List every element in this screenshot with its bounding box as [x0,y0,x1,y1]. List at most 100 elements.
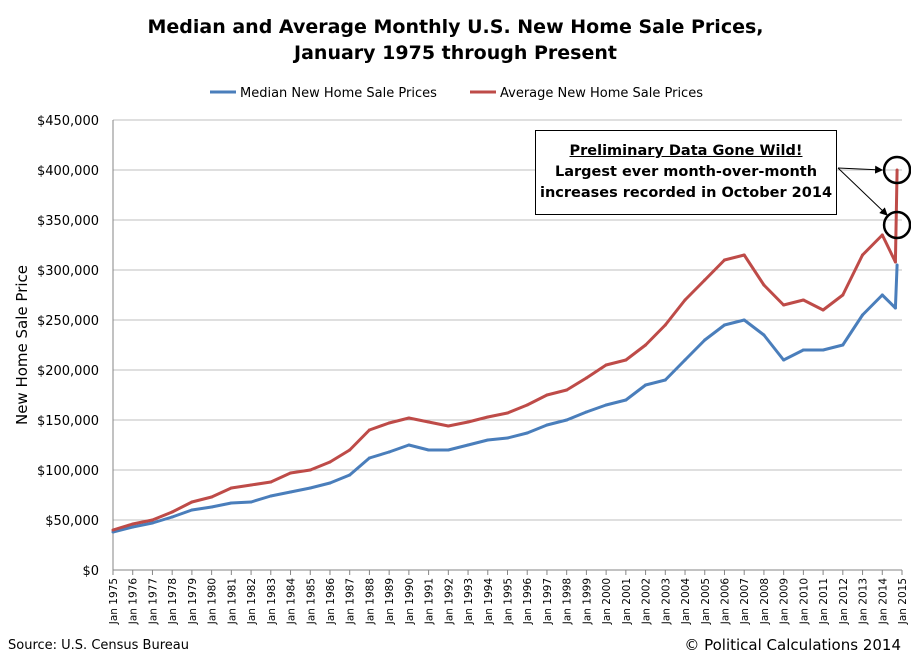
data-point [466,443,470,447]
x-tick-label: Jan 1990 [404,578,416,625]
data-point [801,298,805,302]
data-point [624,398,628,402]
data-point [367,456,371,460]
y-tick-label: $150,000 [37,414,99,429]
data-point [565,418,569,422]
data-point [880,233,884,237]
x-tick-label: Jan 1977 [147,578,159,625]
data-point [893,306,897,310]
y-tick-label: $50,000 [45,514,99,529]
data-point [821,308,825,312]
data-point [249,500,253,504]
y-tick-label: $0 [82,564,99,579]
source-note: Source: U.S. Census Bureau [8,638,189,653]
data-point [722,258,726,262]
highlight-circle-average [882,155,911,185]
data-point [584,376,588,380]
x-tick-label: Jan 2001 [621,578,633,625]
data-point [880,293,884,297]
annotation-arrow [837,167,888,216]
data-point [150,518,154,522]
x-tick-label: Jan 2004 [680,578,692,626]
x-tick-label: Jan 1991 [424,578,436,625]
data-point [624,358,628,362]
data-point [387,421,391,425]
highlight-circle-median [882,210,911,240]
data-point [328,481,332,485]
data-point [841,343,845,347]
annotation-box: Preliminary Data Gone Wild! Largest ever… [535,130,837,215]
x-tick-label: Jan 2011 [818,578,830,625]
x-tick-label: Jan 1982 [246,578,258,625]
data-point [427,420,431,424]
copyright-note: © Political Calculations 2014 [684,636,901,654]
x-tick-label: Jan 2009 [779,578,791,625]
x-tick-label: Jan 2002 [641,578,653,625]
x-tick-label: Jan 1986 [325,578,337,626]
data-point [663,323,667,327]
data-point [308,486,312,490]
data-point [762,283,766,287]
data-point [742,318,746,322]
data-point [506,436,509,440]
x-tick-label: Jan 1984 [286,578,298,626]
data-point [466,420,470,424]
data-point [249,483,253,487]
y-tick-label: $300,000 [37,264,99,279]
data-point [801,348,805,352]
data-point [446,424,450,428]
data-point [703,338,707,342]
x-tick-label: Jan 1976 [128,578,140,626]
data-point [150,521,154,525]
data-point [604,363,608,367]
data-point [683,358,687,362]
data-point [644,343,648,347]
data-point [861,253,865,257]
data-point [229,486,233,490]
data-point [506,411,509,415]
data-point [841,293,845,297]
data-point [190,500,194,504]
x-tick-label: Jan 2015 [897,578,909,625]
data-point [782,358,786,362]
data-point [545,393,549,397]
data-point [210,505,214,509]
data-point [348,448,352,452]
data-point [895,263,899,267]
x-tick-label: Jan 1992 [443,578,455,625]
x-tick-label: Jan 2008 [759,578,771,625]
x-tick-label: Jan 1988 [364,578,376,625]
series-line-average [112,169,899,532]
data-point [486,415,490,419]
annotation-line2: increases recorded in October 2014 [539,185,833,201]
data-point [893,260,897,264]
x-tick-label: Jan 1998 [562,578,574,625]
data-point [722,323,726,327]
x-tick-label: Jan 2003 [660,578,672,625]
x-tick-label: Jan 2006 [719,578,731,626]
data-point [486,438,490,442]
series-line-median [112,264,899,534]
annotation-line1: Largest ever month-over-month [554,164,818,180]
data-point [644,383,648,387]
data-point [407,416,411,420]
x-tick-label: Jan 2010 [798,578,810,625]
data-point [427,448,431,452]
legend-label: Average New Home Sale Prices [500,86,703,101]
data-point [190,508,194,512]
y-tick-label: $400,000 [37,164,99,179]
data-point [210,495,214,499]
x-tick-label: Jan 1996 [522,578,534,626]
x-tick-label: Jan 1993 [463,578,475,625]
x-tick-label: Jan 1995 [503,578,515,625]
data-point [289,490,293,494]
data-point [328,460,332,464]
data-point [407,443,411,447]
data-point [111,528,115,532]
data-point [446,448,450,452]
x-tick-label: Jan 1980 [207,578,219,625]
x-tick-label: Jan 1983 [266,578,278,625]
data-point [703,278,707,282]
chart-title-line1: Median and Average Monthly U.S. New Home… [147,16,764,38]
